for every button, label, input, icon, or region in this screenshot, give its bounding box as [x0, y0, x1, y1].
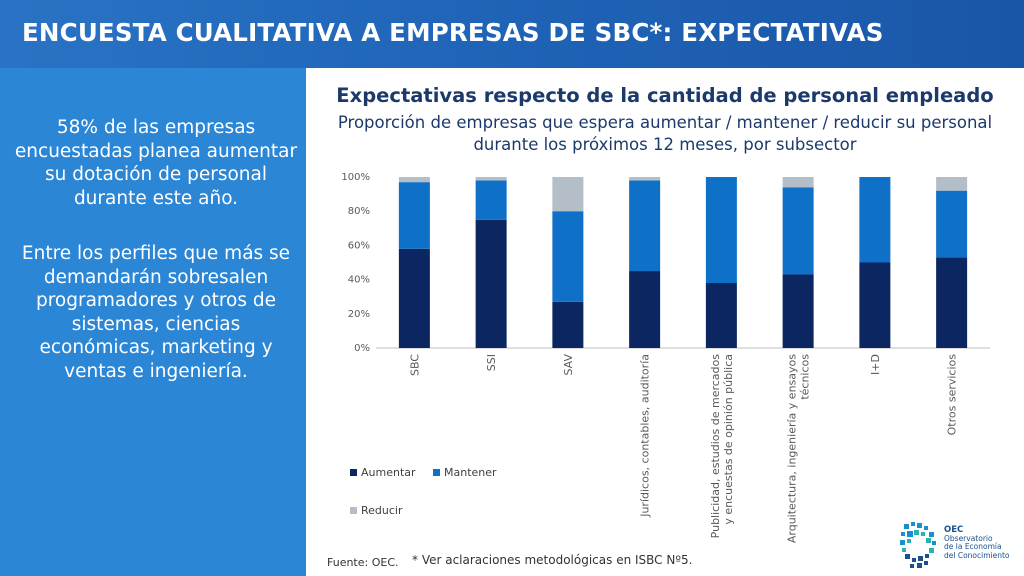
oec-logo-icon — [900, 522, 936, 568]
x-tick-label: SAV — [562, 354, 575, 376]
x-tick-label: I+D — [869, 354, 882, 375]
legend-label-mantener: Mantener — [444, 466, 497, 479]
source-note: Fuente: OEC. — [327, 556, 399, 569]
x-tick-label: SSI — [485, 354, 498, 371]
legend-swatch-mantener — [433, 469, 440, 476]
y-tick-label: 20% — [348, 309, 370, 320]
bar-aumentar — [629, 271, 661, 348]
x-tick-label: Jurídicos, contables, auditoría — [639, 354, 652, 518]
bar-reducir — [552, 177, 584, 212]
y-tick-label: 40% — [348, 275, 370, 286]
x-tick-label-line: SAV — [562, 354, 575, 376]
header-bar: ENCUESTA CUALITATIVA A EMPRESAS DE SBC*:… — [0, 0, 1024, 68]
stacked-bar-chart: 0% 20% 40% 60% 80% 100% SBC SSI SAV Jurídicos, co… — [341, 172, 990, 543]
chart-title: Expectativas respecto de la cantidad de … — [336, 84, 994, 107]
oec-logo-text: OEC Observatorio de la Economía del Cono… — [944, 526, 1010, 560]
bar-aumentar — [859, 262, 891, 348]
x-tick-label-line: I+D — [869, 354, 882, 375]
page-title: ENCUESTA CUALITATIVA A EMPRESAS DE SBC*:… — [22, 18, 884, 47]
x-tick-label-line: SSI — [485, 354, 498, 371]
bar-mantener — [936, 190, 968, 258]
bar-aumentar — [552, 301, 584, 348]
bar-aumentar — [936, 257, 968, 348]
bar-mantener — [705, 177, 737, 284]
bar-reducir — [936, 177, 968, 191]
bar-mantener — [629, 180, 661, 272]
logo-line-3: del Conocimiento — [944, 550, 1010, 560]
x-tick-label: Publicidad, estudios de mercados y encues… — [709, 354, 735, 539]
logo-line-1: Observatorio — [944, 533, 993, 543]
x-tick-label-line: SBC — [408, 354, 421, 376]
bar-aumentar — [398, 248, 430, 348]
legend-swatch-aumentar — [350, 469, 357, 476]
bar-reducir — [782, 177, 814, 188]
x-tick-label-line: Arquitectura, ingeniería y ensayos — [786, 354, 799, 543]
oec-logo: OEC Observatorio de la Economía del Cono… — [898, 520, 1024, 572]
legend-label-aumentar: Aumentar — [361, 466, 416, 479]
y-tick-label: 80% — [348, 206, 370, 217]
bar-aumentar — [475, 219, 507, 348]
y-tick-label: 60% — [348, 240, 370, 251]
bar-mantener — [475, 180, 507, 220]
chart-subtitle: Proporción de empresas que espera aument… — [337, 113, 993, 154]
bar-reducir — [629, 177, 661, 181]
summary-paragraph-2: Entre los perfiles que más se demandarán… — [21, 243, 291, 382]
x-tick-label-line: Otros servicios — [946, 354, 959, 436]
methodology-note: * Ver aclaraciones metodológicas en ISBC… — [412, 553, 693, 567]
x-tick-label-line: técnicos — [799, 354, 812, 400]
x-tick-label: Arquitectura, ingeniería y ensayos técnic… — [786, 354, 812, 543]
x-tick-label-line: Jurídicos, contables, auditoría — [639, 354, 652, 518]
bar-reducir — [475, 177, 507, 181]
bar-mantener — [782, 187, 814, 275]
x-tick-label-line: y encuestas de opinión pública — [722, 354, 735, 525]
logo-line-2: de la Economía — [944, 542, 1002, 551]
x-tick-label: Otros servicios — [946, 354, 959, 436]
x-tick-label-line: Publicidad, estudios de mercados — [709, 354, 722, 539]
bar-mantener — [859, 177, 891, 263]
y-tick-label: 100% — [341, 172, 370, 183]
bar-mantener — [552, 211, 584, 302]
bar-reducir — [398, 177, 430, 183]
summary-paragraph-1: 58% de las empresas encuestadas planea a… — [14, 117, 298, 209]
side-panel — [0, 68, 306, 576]
legend-label-reducir: Reducir — [361, 504, 403, 517]
x-tick-label: SBC — [408, 354, 421, 376]
bar-mantener — [398, 182, 430, 249]
legend-swatch-reducir — [350, 507, 357, 514]
y-tick-label: 0% — [354, 343, 370, 354]
bar-aumentar — [705, 283, 737, 348]
logo-acronym: OEC — [944, 525, 964, 535]
bar-aumentar — [782, 274, 814, 348]
